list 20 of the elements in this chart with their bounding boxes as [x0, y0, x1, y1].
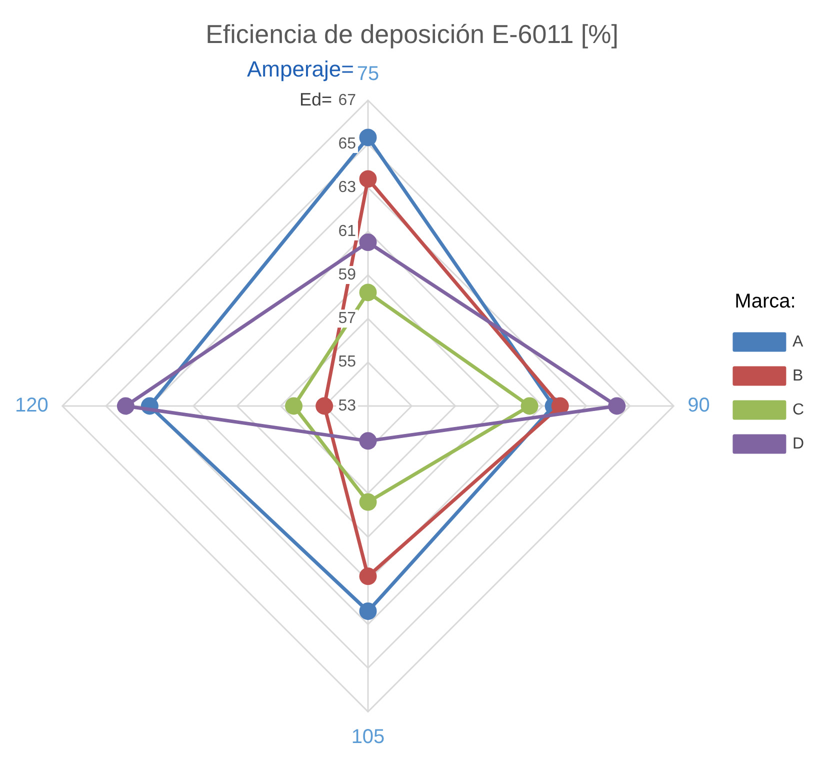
chart-title: Eficiencia de deposición E-6011 [%] [206, 18, 618, 49]
spoke-label: 120 [14, 394, 48, 417]
spoke-label: 105 [351, 726, 385, 748]
y-tick-label: 61 [338, 222, 356, 240]
y-tick-label: 55 [338, 354, 356, 371]
y-tick-label: 67 [338, 92, 356, 109]
legend-label: B [792, 367, 804, 384]
text: Amperaje= [246, 56, 354, 82]
legend-title: Marca: [734, 290, 796, 313]
y-tick-label: 59 [338, 266, 356, 284]
spoke-label: 90 [688, 394, 710, 417]
text: Ed= [299, 89, 332, 110]
legend-label: D [792, 435, 804, 452]
legend-label: C [792, 401, 804, 418]
spoke-label: 75 [356, 62, 380, 85]
y-tick-label: 53 [338, 397, 356, 414]
legend-label: A [792, 333, 804, 350]
y-tick-label: 65 [338, 135, 356, 152]
y-tick-label: 63 [338, 179, 356, 196]
y-tick-label: 57 [338, 310, 356, 328]
